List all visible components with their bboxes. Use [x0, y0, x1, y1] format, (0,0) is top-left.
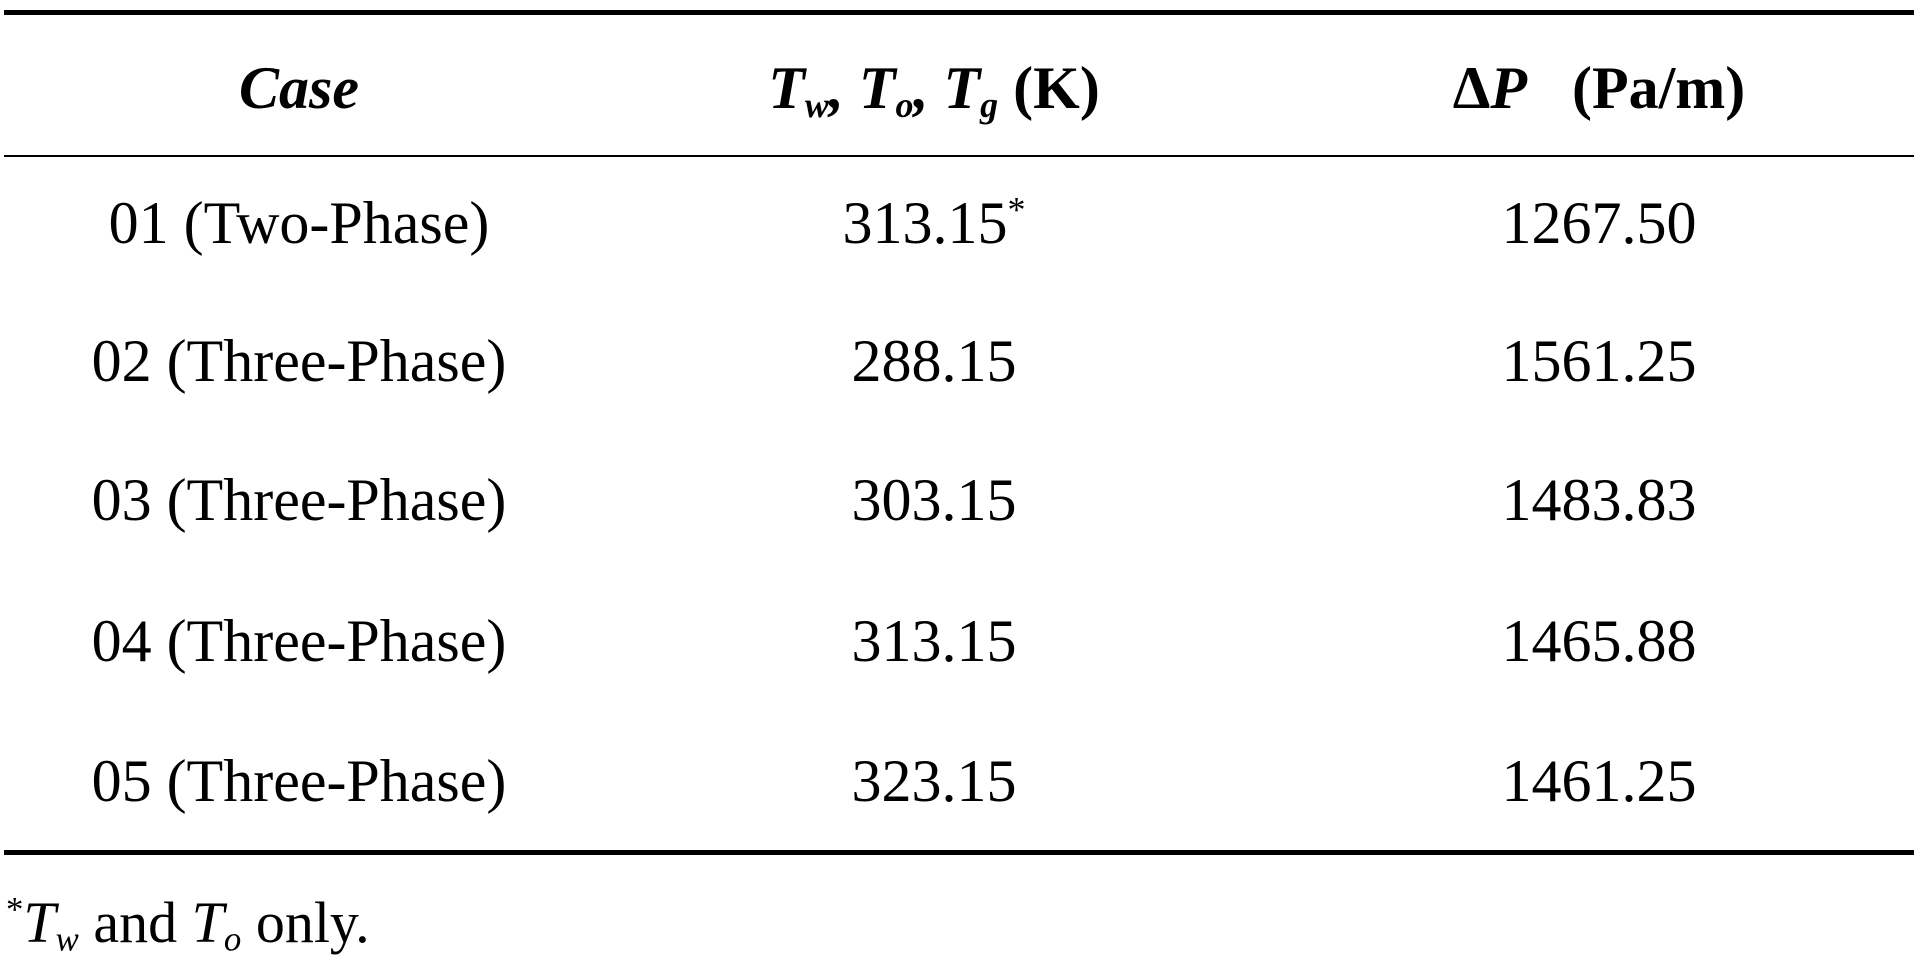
cell-text: 1461.25: [1501, 748, 1697, 814]
bottom-rule: [4, 850, 1914, 855]
cell-text: 05 (Three-Phase): [91, 748, 507, 814]
footnote-subscript: o: [223, 919, 242, 959]
footnote: *Tw and To only.: [6, 888, 370, 958]
table-cell: 313.15: [584, 606, 1284, 676]
top-rule: [4, 10, 1914, 15]
table-cell: 313.15*: [584, 188, 1284, 258]
header-text: T: [858, 55, 896, 121]
header-cell: ΔP (Pa/m): [1249, 53, 1914, 123]
footnote-text: T: [191, 890, 224, 955]
header-text: P: [1490, 55, 1527, 121]
cell-text: 01 (Two-Phase): [108, 190, 490, 256]
cell-text: 03 (Three-Phase): [91, 467, 507, 533]
table-cell: 02 (Three-Phase): [0, 326, 649, 396]
cell-text: 04 (Three-Phase): [91, 608, 507, 674]
table-cell: 1561.25: [1249, 326, 1914, 396]
header-text: (Pa/m): [1527, 55, 1746, 121]
cell-text: 1483.83: [1501, 467, 1697, 533]
header-subscript: w: [804, 85, 829, 125]
footnote-subscript: w: [55, 919, 79, 959]
table-cell: 323.15: [584, 746, 1284, 816]
header-text: ,: [913, 55, 944, 121]
cell-text: 303.15: [851, 467, 1017, 533]
header-text: T: [768, 55, 805, 121]
table-cell: 1465.88: [1249, 606, 1914, 676]
cell-text: 1267.50: [1501, 190, 1697, 256]
header-text: Δ: [1452, 55, 1491, 121]
footnote-text: only.: [241, 890, 370, 955]
table-cell: 03 (Three-Phase): [0, 465, 649, 535]
header-rule: [4, 155, 1914, 157]
footnote-marker: *: [1007, 189, 1026, 230]
footnote-text: T: [23, 890, 56, 955]
table-cell: 01 (Two-Phase): [0, 188, 649, 258]
cell-text: 1465.88: [1501, 608, 1697, 674]
header-subscript: g: [980, 85, 999, 125]
cell-text: 323.15: [851, 748, 1017, 814]
header-subscript: o: [895, 85, 914, 125]
table-cell: 05 (Three-Phase): [0, 746, 649, 816]
cell-text: 313.15: [842, 190, 1008, 256]
header-text: ,: [828, 55, 859, 121]
header-cell: Case: [239, 55, 359, 121]
table-cell: 303.15: [584, 465, 1284, 535]
table-cell: 288.15: [584, 326, 1284, 396]
cell-text: 02 (Three-Phase): [91, 328, 507, 394]
footnote-marker: *: [6, 890, 24, 930]
cell-text: 288.15: [851, 328, 1017, 394]
cell-text: 1561.25: [1501, 328, 1697, 394]
header-cell: Tw, To, Tg (K): [584, 53, 1284, 123]
footnote-text: and: [78, 890, 192, 955]
table-cell: 1483.83: [1249, 465, 1914, 535]
table-cell: 04 (Three-Phase): [0, 606, 649, 676]
table-cell: 1461.25: [1249, 746, 1914, 816]
header-text: (K): [998, 55, 1100, 121]
table-cell: 1267.50: [1249, 188, 1914, 258]
cell-text: 313.15: [851, 608, 1017, 674]
header-text: T: [943, 55, 981, 121]
